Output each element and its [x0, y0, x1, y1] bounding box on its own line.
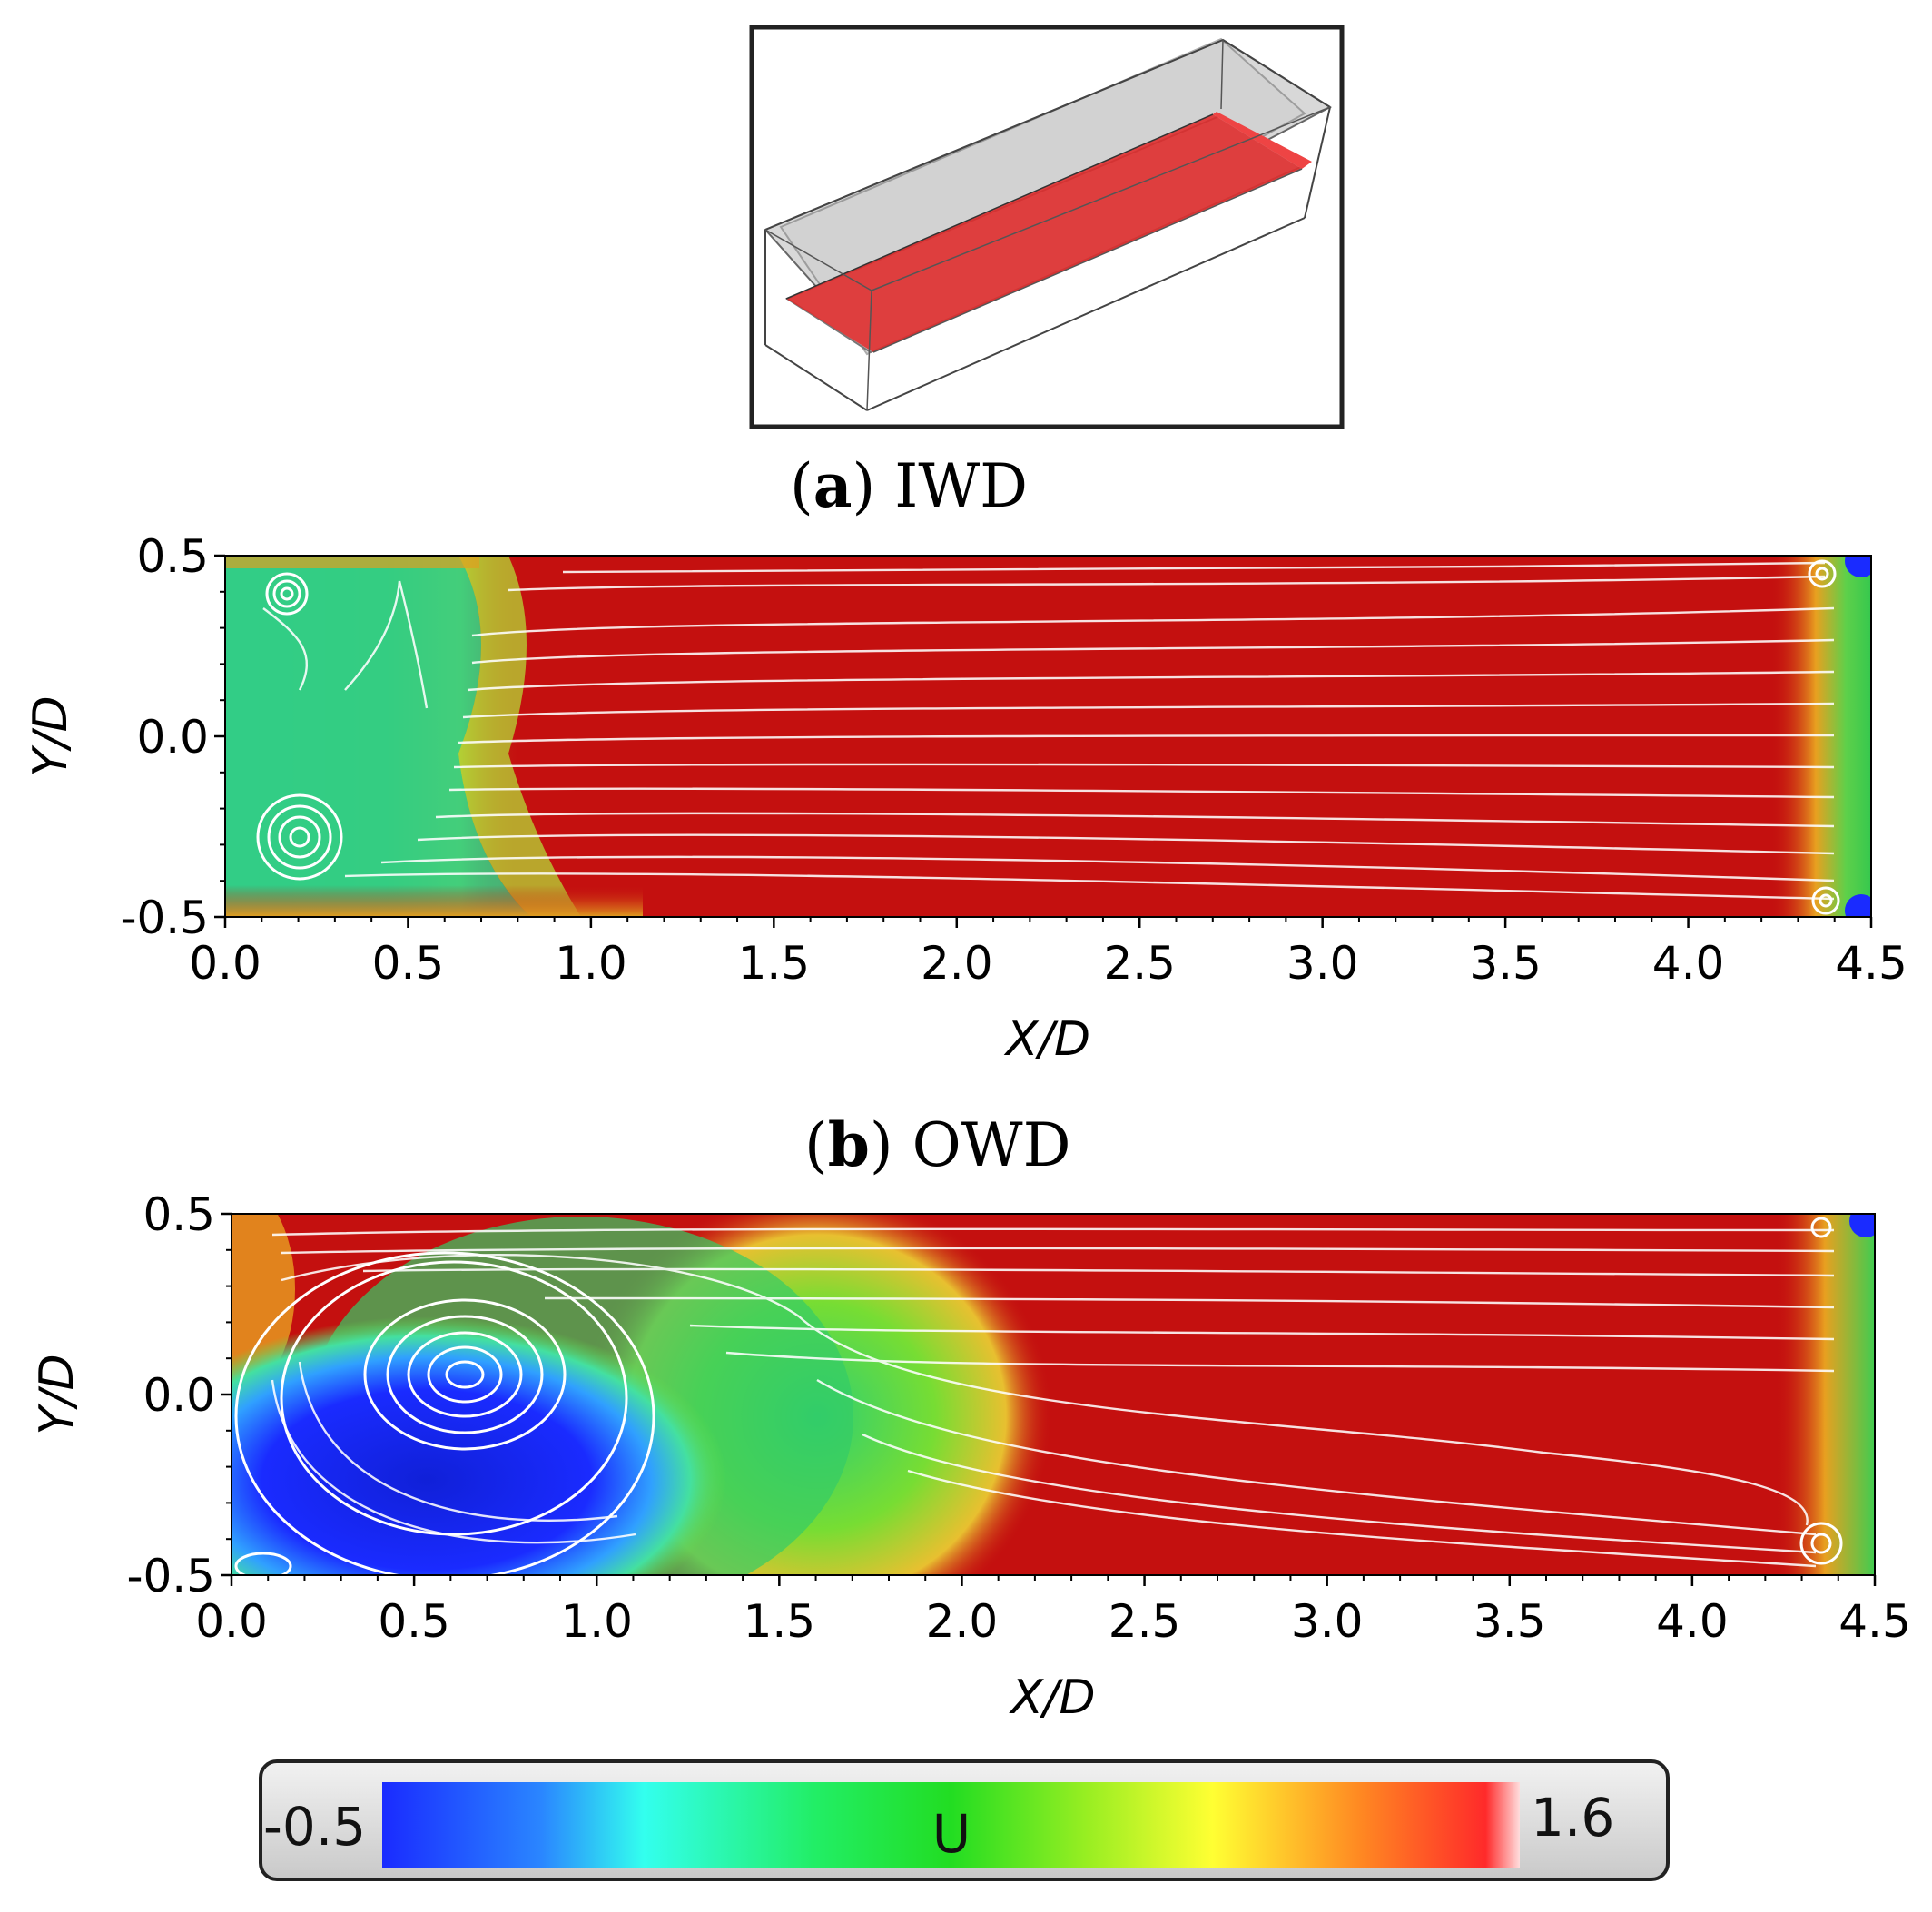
- y-axis-title: Y/D: [24, 695, 78, 776]
- x-tick-label: 3.5: [1474, 1595, 1546, 1648]
- y-tick-label: -0.5: [126, 1550, 215, 1602]
- caption-b-letter: b: [828, 1109, 870, 1180]
- caption-a: (a) IWD: [790, 450, 1028, 521]
- panel-b-vortices: [234, 1217, 1843, 1575]
- caption-a-letter: a: [813, 450, 853, 521]
- colorbar-max-label: 1.6: [1531, 1787, 1614, 1848]
- panel-b-axes: 0.0 0.5 1.0 1.5 2.0 2.5 3.0 3.5 4.0 4.50.50.0-0.5…: [30, 1188, 1911, 1725]
- x-tick-label: 1.5: [744, 1595, 816, 1648]
- x-tick-label: 2.5: [1109, 1595, 1181, 1648]
- panel-a-axes: 0.0 0.5 1.0 1.5 2.0 2.5 3.0 3.5 4.0 4.50.50.0-0.5…: [24, 530, 1907, 1067]
- panel-b: 0.0 0.5 1.0 1.5 2.0 2.5 3.0 3.5 4.0 4.50.50.0-0.5…: [30, 1188, 1911, 1725]
- x-tick-label: 1.0: [555, 937, 627, 990]
- x-axis-title: X/D: [1003, 1012, 1090, 1067]
- panel-a-field: [225, 556, 1871, 917]
- x-tick-label: 3.0: [1286, 937, 1359, 990]
- caption-a-name: IWD: [894, 451, 1028, 521]
- y-tick-label: 0.0: [136, 711, 209, 764]
- x-tick-label: 2.5: [1103, 937, 1176, 990]
- panel-b-streamlines: [271, 1227, 1835, 1568]
- panel-a-vortices: [256, 559, 1840, 915]
- y-tick-label: -0.5: [120, 892, 209, 944]
- panel-a-streamlines: [262, 561, 1835, 901]
- y-tick-label: 0.5: [136, 530, 209, 583]
- colorbar-min-label: -0.5: [263, 1796, 366, 1858]
- x-tick-label: 1.0: [560, 1595, 633, 1648]
- x-tick-label: 2.0: [926, 1595, 999, 1648]
- x-tick-label: 4.0: [1652, 937, 1725, 990]
- x-tick-label: 4.0: [1656, 1595, 1729, 1648]
- channel-box-with-red-midplane-icon: [764, 37, 1333, 411]
- x-axis-title: X/D: [1008, 1671, 1095, 1725]
- caption-b-name: OWD: [912, 1110, 1071, 1180]
- x-tick-label: 0.5: [372, 937, 445, 990]
- x-tick-label: 3.0: [1291, 1595, 1364, 1648]
- x-tick-label: 4.5: [1835, 937, 1907, 990]
- y-tick-label: 0.5: [143, 1188, 215, 1241]
- panel-b-field: [232, 1214, 1875, 1575]
- x-tick-label: 3.5: [1469, 937, 1542, 990]
- y-axis-title: Y/D: [30, 1354, 84, 1434]
- x-tick-label: 2.0: [921, 937, 993, 990]
- colorbar: -0.5 1.6 U: [259, 1759, 1670, 1881]
- x-tick-label: 0.0: [195, 1595, 268, 1648]
- x-tick-label: 4.5: [1838, 1595, 1911, 1648]
- x-tick-label: 0.5: [378, 1595, 450, 1648]
- colorbar-variable-label: U: [932, 1803, 971, 1865]
- caption-b: (b) OWD: [804, 1109, 1071, 1180]
- colorbar-gradient: [382, 1782, 1520, 1868]
- y-tick-label: 0.0: [143, 1369, 215, 1422]
- panel-a: 0.0 0.5 1.0 1.5 2.0 2.5 3.0 3.5 4.0 4.50.50.0-0.5…: [24, 530, 1907, 1067]
- x-tick-label: 0.0: [189, 937, 261, 990]
- x-tick-label: 1.5: [738, 937, 811, 990]
- inset-diagram: [749, 25, 1345, 429]
